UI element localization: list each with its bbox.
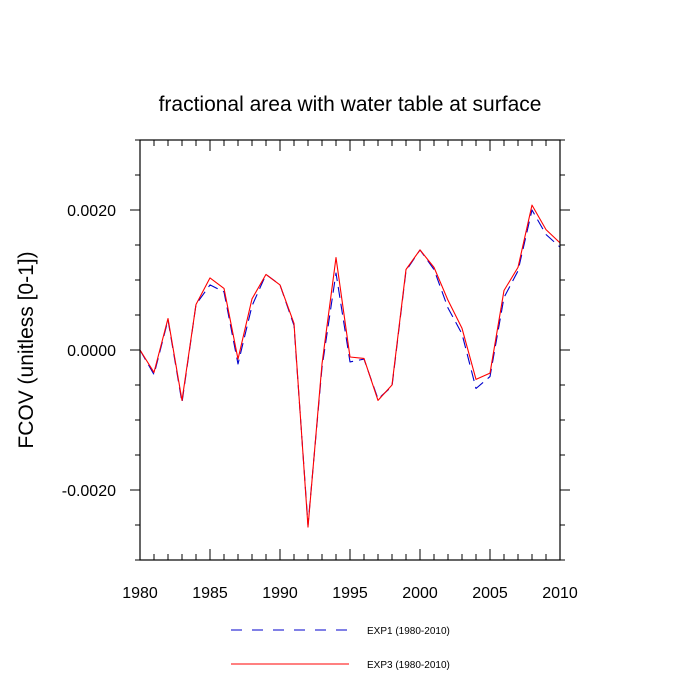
chart-title: fractional area with water table at surf… xyxy=(159,93,542,116)
y-tick-label: 0.0000 xyxy=(67,343,116,360)
x-tick-label: 2005 xyxy=(472,585,508,602)
plot-frame xyxy=(139,139,561,561)
axis-ticks xyxy=(130,139,570,561)
x-tick-label: 1990 xyxy=(262,585,298,602)
series-line-1 xyxy=(139,209,561,526)
legend-label-2: EXP3 (1980-2010) xyxy=(367,660,450,671)
tick-labels: 1980 1985 1990 1995 2000 2005 2010 -0.0020 0.000… xyxy=(62,203,578,602)
x-tick-label: 1995 xyxy=(332,585,368,602)
y-tick-label: 0.0020 xyxy=(67,203,116,220)
x-tick-label: 2010 xyxy=(542,585,578,602)
series-line-2 xyxy=(139,204,561,528)
x-tick-label: 1985 xyxy=(192,585,228,602)
x-tick-label: 2000 xyxy=(402,585,438,602)
legend-label-1: EXP1 (1980-2010) xyxy=(367,626,450,637)
legend: EXP1 (1980-2010) EXP3 (1980-2010) xyxy=(231,626,450,671)
x-tick-label: 1980 xyxy=(122,585,158,602)
y-axis-label: FCOV (unitless [0-1]) xyxy=(15,251,38,448)
series-lines xyxy=(139,204,561,528)
y-tick-label: -0.0020 xyxy=(62,483,116,500)
